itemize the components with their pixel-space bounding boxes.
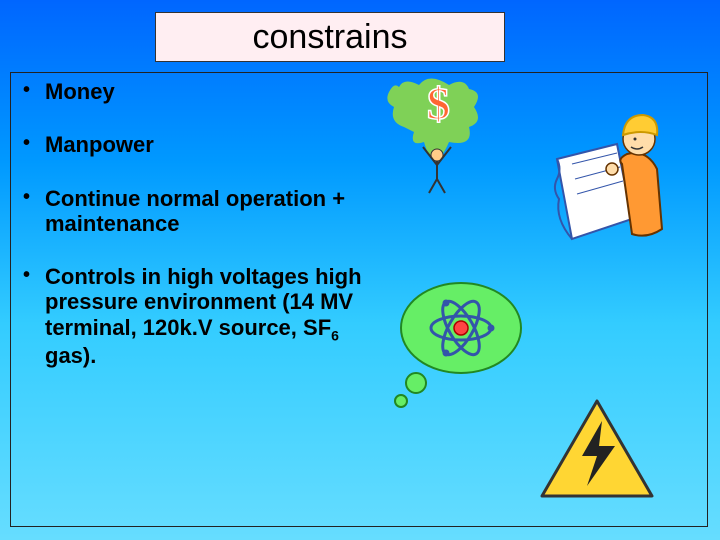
bullet-controls-tail: gas). <box>45 343 96 368</box>
svg-text:$: $ <box>427 78 450 129</box>
title-box: constrains <box>155 12 505 62</box>
content-box: Money Manpower Continue normal operation… <box>10 72 708 527</box>
bullet-maintenance: Continue normal operation + maintenance <box>23 186 363 237</box>
bullet-manpower: Manpower <box>23 132 363 157</box>
page-title: constrains <box>253 18 408 57</box>
bullet-controls-main: Controls in high voltages high pressure … <box>45 264 362 340</box>
money-icon: $ <box>379 77 499 197</box>
subscript-6: 6 <box>331 327 339 343</box>
bullet-money: Money <box>23 79 363 104</box>
engineer-icon <box>547 109 677 259</box>
bullet-controls: Controls in high voltages high pressure … <box>23 264 363 368</box>
atom-icon <box>391 273 541 413</box>
lightning-icon <box>537 396 657 506</box>
bullet-list: Money Manpower Continue normal operation… <box>23 79 363 397</box>
